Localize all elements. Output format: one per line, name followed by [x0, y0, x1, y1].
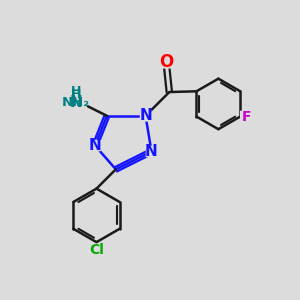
FancyBboxPatch shape [67, 97, 85, 108]
Text: N: N [88, 138, 101, 153]
FancyBboxPatch shape [70, 89, 81, 100]
FancyBboxPatch shape [65, 96, 87, 109]
Text: H: H [70, 88, 81, 101]
FancyBboxPatch shape [89, 140, 101, 151]
Text: NH₂: NH₂ [61, 96, 90, 109]
FancyBboxPatch shape [88, 244, 105, 256]
Text: N: N [139, 108, 152, 123]
Text: N: N [145, 144, 158, 159]
FancyBboxPatch shape [160, 56, 173, 69]
FancyBboxPatch shape [146, 146, 157, 157]
Text: Cl: Cl [89, 243, 104, 256]
Text: H: H [70, 85, 81, 98]
FancyBboxPatch shape [240, 111, 252, 122]
Text: N: N [69, 95, 82, 110]
Text: F: F [242, 110, 251, 124]
FancyBboxPatch shape [140, 110, 151, 122]
Text: O: O [159, 53, 173, 71]
